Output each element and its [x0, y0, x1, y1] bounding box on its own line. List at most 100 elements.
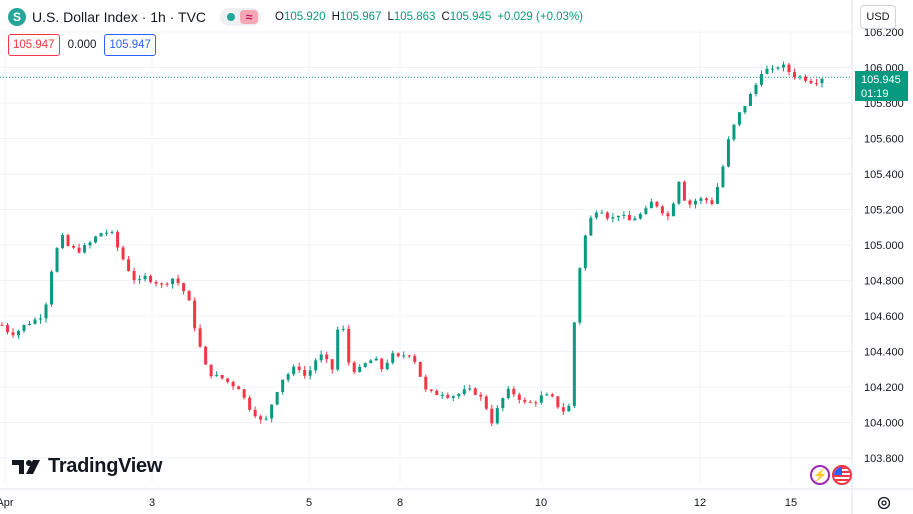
candle-body[interactable] — [765, 68, 769, 74]
market-open-status-icon[interactable] — [227, 13, 236, 21]
candle-body[interactable] — [209, 364, 213, 377]
candle-body[interactable] — [528, 401, 532, 403]
candle-body[interactable] — [61, 235, 65, 249]
candle-body[interactable] — [44, 304, 48, 319]
candle-body[interactable] — [600, 212, 604, 214]
candle-body[interactable] — [176, 278, 180, 284]
candle-body[interactable] — [77, 247, 81, 253]
candle-body[interactable] — [622, 214, 626, 216]
candle-body[interactable] — [237, 386, 241, 390]
candle-body[interactable] — [611, 217, 615, 219]
candle-body[interactable] — [253, 409, 257, 417]
candle-body[interactable] — [556, 396, 560, 408]
candle-body[interactable] — [369, 360, 373, 364]
candle-body[interactable] — [193, 300, 197, 329]
candle-body[interactable] — [517, 394, 521, 400]
candle-body[interactable] — [583, 235, 587, 269]
candle-body[interactable] — [165, 283, 169, 285]
candle-body[interactable] — [550, 394, 554, 397]
candle-body[interactable] — [264, 418, 268, 420]
candle-body[interactable] — [248, 397, 252, 410]
candle-body[interactable] — [473, 388, 477, 395]
candle-body[interactable] — [567, 405, 571, 412]
candle-body[interactable] — [435, 390, 439, 396]
candle-body[interactable] — [72, 245, 76, 248]
candle-body[interactable] — [589, 217, 593, 236]
candle-body[interactable] — [336, 329, 340, 370]
candle-body[interactable] — [374, 358, 378, 361]
candle-body[interactable] — [682, 181, 686, 201]
candle-body[interactable] — [726, 139, 730, 167]
candle-body[interactable] — [484, 396, 488, 409]
candle-body[interactable] — [132, 271, 136, 281]
candle-body[interactable] — [22, 324, 26, 331]
candle-body[interactable] — [121, 247, 125, 260]
candle-body[interactable] — [297, 366, 301, 370]
candle-body[interactable] — [545, 394, 549, 396]
candle-body[interactable] — [0, 324, 4, 326]
candle-body[interactable] — [281, 379, 285, 393]
candle-body[interactable] — [308, 370, 312, 376]
candle-body[interactable] — [160, 283, 164, 285]
candle-body[interactable] — [17, 330, 21, 336]
candle-body[interactable] — [66, 235, 70, 246]
candle-body[interactable] — [347, 328, 351, 363]
candle-body[interactable] — [352, 362, 356, 373]
candle-body[interactable] — [572, 322, 576, 406]
candle-body[interactable] — [325, 354, 329, 360]
candle-body[interactable] — [105, 232, 109, 234]
candle-body[interactable] — [275, 392, 279, 405]
candle-body[interactable] — [380, 358, 384, 370]
candle-body[interactable] — [561, 407, 565, 412]
candle-body[interactable] — [303, 369, 307, 376]
candle-body[interactable] — [50, 271, 54, 305]
candle-body[interactable] — [759, 73, 763, 85]
candle-body[interactable] — [204, 346, 208, 365]
candle-body[interactable] — [385, 362, 389, 370]
candle-body[interactable] — [671, 203, 675, 217]
candle-body[interactable] — [666, 213, 670, 217]
candle-body[interactable] — [655, 201, 659, 207]
candle-body[interactable] — [693, 200, 697, 205]
candle-body[interactable] — [33, 319, 37, 324]
candle-body[interactable] — [754, 84, 758, 94]
candle-body[interactable] — [94, 236, 98, 243]
candle-body[interactable] — [286, 374, 290, 380]
candle-body[interactable] — [633, 218, 637, 221]
candle-body[interactable] — [149, 275, 153, 282]
candle-body[interactable] — [138, 279, 142, 281]
candle-body[interactable] — [644, 208, 648, 214]
candle-body[interactable] — [182, 283, 186, 292]
candle-body[interactable] — [803, 76, 807, 81]
candle-body[interactable] — [457, 394, 461, 397]
candle-body[interactable] — [770, 68, 774, 70]
candle-body[interactable] — [220, 374, 224, 379]
candle-body[interactable] — [319, 354, 323, 361]
candle-body[interactable] — [512, 388, 516, 395]
candle-body[interactable] — [781, 64, 785, 68]
candle-body[interactable] — [715, 186, 719, 204]
candle-body[interactable] — [809, 80, 813, 84]
candle-body[interactable] — [215, 374, 219, 377]
candle-body[interactable] — [226, 378, 230, 382]
candle-body[interactable] — [6, 324, 10, 333]
candle-body[interactable] — [292, 366, 296, 375]
candle-body[interactable] — [638, 213, 642, 219]
candle-body[interactable] — [660, 206, 664, 214]
candle-body[interactable] — [578, 268, 582, 323]
candle-body[interactable] — [699, 198, 703, 201]
candle-body[interactable] — [462, 389, 466, 395]
candle-body[interactable] — [616, 215, 620, 218]
candle-body[interactable] — [99, 233, 103, 237]
candle-body[interactable] — [743, 105, 747, 113]
candle-body[interactable] — [776, 67, 780, 69]
candle-body[interactable] — [242, 389, 246, 398]
candle-body[interactable] — [55, 248, 59, 272]
candle-body[interactable] — [495, 408, 499, 424]
currency-button[interactable]: USD — [860, 5, 896, 29]
candles[interactable] — [0, 61, 824, 427]
candle-body[interactable] — [154, 281, 158, 284]
us-flag-icon[interactable] — [832, 465, 852, 485]
candle-body[interactable] — [391, 353, 395, 363]
settings-gear-icon[interactable] — [876, 495, 892, 511]
